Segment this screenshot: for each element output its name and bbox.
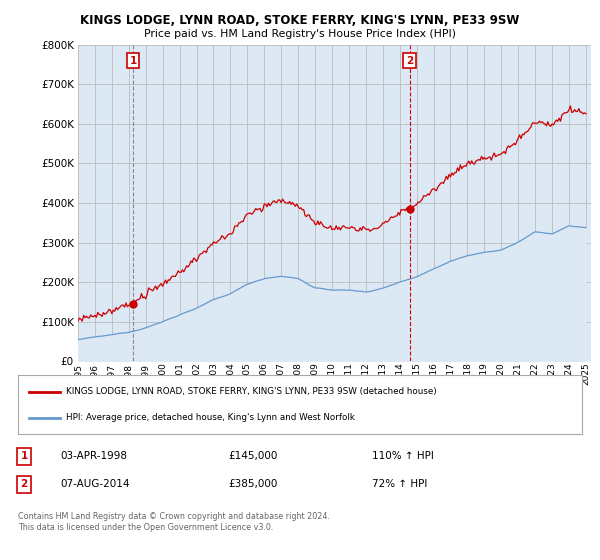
Text: 07-AUG-2014: 07-AUG-2014 [60,479,130,489]
Text: Contains HM Land Registry data © Crown copyright and database right 2024.
This d: Contains HM Land Registry data © Crown c… [18,512,330,532]
Text: KINGS LODGE, LYNN ROAD, STOKE FERRY, KING'S LYNN, PE33 9SW (detached house): KINGS LODGE, LYNN ROAD, STOKE FERRY, KIN… [66,387,437,396]
Text: HPI: Average price, detached house, King's Lynn and West Norfolk: HPI: Average price, detached house, King… [66,413,355,422]
Text: 1: 1 [20,451,28,461]
Text: 1: 1 [130,56,137,66]
Text: KINGS LODGE, LYNN ROAD, STOKE FERRY, KING'S LYNN, PE33 9SW: KINGS LODGE, LYNN ROAD, STOKE FERRY, KIN… [80,14,520,27]
Text: 03-APR-1998: 03-APR-1998 [60,451,127,461]
Text: £145,000: £145,000 [228,451,277,461]
Text: 110% ↑ HPI: 110% ↑ HPI [372,451,434,461]
Text: 2: 2 [406,56,413,66]
Text: £385,000: £385,000 [228,479,277,489]
Text: Price paid vs. HM Land Registry's House Price Index (HPI): Price paid vs. HM Land Registry's House … [144,29,456,39]
Text: 2: 2 [20,479,28,489]
Text: 72% ↑ HPI: 72% ↑ HPI [372,479,427,489]
